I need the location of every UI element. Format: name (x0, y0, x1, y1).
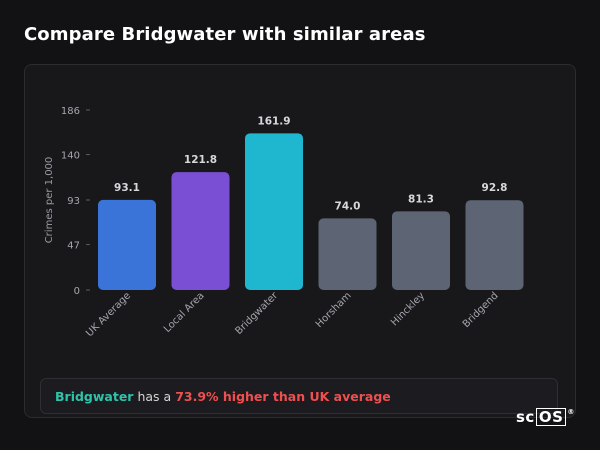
bar-value-label: 74.0 (335, 200, 361, 212)
x-tick-label: Bridgwater (233, 290, 280, 337)
bar (245, 133, 303, 290)
x-tick-label: Hinckley (389, 290, 427, 328)
bar-value-label: 93.1 (114, 182, 140, 194)
brand-logo: sc OS ® (516, 408, 575, 426)
note-comparison: 73.9% higher than UK average (175, 389, 391, 404)
x-tick-label: Local Area (162, 290, 207, 335)
note-connector: has a (137, 389, 172, 404)
y-axis-title: Crimes per 1,000 (44, 157, 55, 244)
bar-value-label: 81.3 (408, 193, 434, 205)
bar (171, 172, 230, 290)
x-tick-label: Bridgend (461, 290, 501, 330)
bar (318, 218, 377, 290)
registered-mark: ® (567, 408, 575, 416)
y-tick-label: 140 (61, 151, 80, 162)
bar (465, 200, 524, 290)
bar (392, 211, 450, 290)
y-tick-label: 0 (74, 286, 80, 297)
y-tick-label: 47 (67, 241, 80, 252)
y-tick-label: 93 (67, 196, 80, 207)
bar-value-label: 161.9 (257, 115, 290, 127)
x-tick-label: Horsham (314, 290, 354, 330)
x-tick-label: UK Average (84, 290, 133, 339)
logo-boxed: OS (535, 408, 567, 426)
bar-value-label: 92.8 (482, 182, 508, 194)
y-tick-label: 186 (61, 106, 80, 117)
logo-prefix: sc (516, 408, 535, 426)
note-area-name: Bridgwater (55, 389, 134, 404)
comparison-note: Bridgwater has a 73.9% higher than UK av… (40, 378, 558, 414)
bar (98, 199, 156, 290)
bar-value-label: 121.8 (184, 154, 217, 166)
page-title: Compare Bridgwater with similar areas (24, 24, 426, 45)
